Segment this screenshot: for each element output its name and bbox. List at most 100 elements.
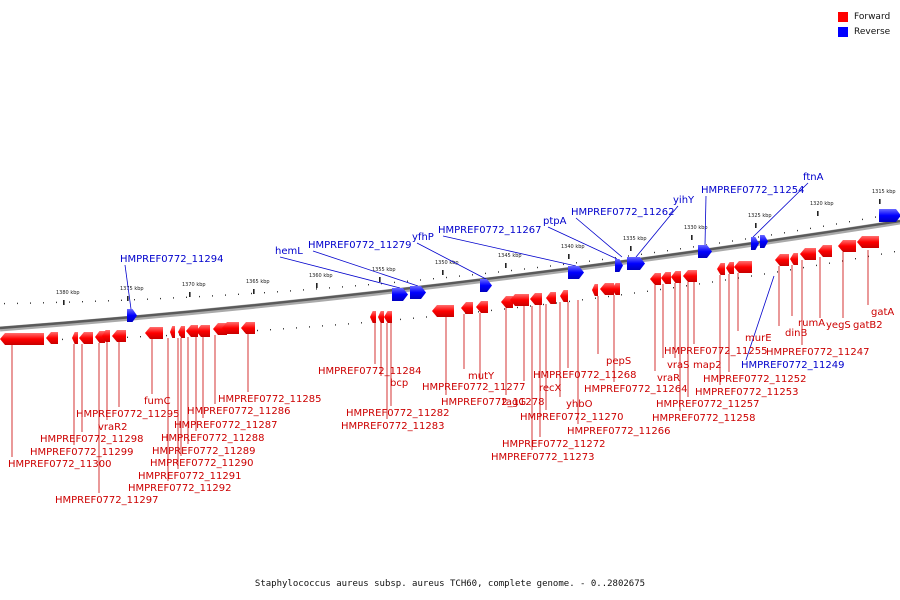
forward-gene-arrow: [0, 333, 44, 345]
gene-label-hmpref0772-11252: HMPREF0772_11252: [703, 374, 806, 385]
forward-gene-arrow: [818, 245, 832, 257]
tick-dot-lower: [348, 323, 349, 325]
tick-dot-lower: [543, 303, 544, 306]
gene-label-hmpref0772-11298: HMPREF0772_11298: [40, 434, 143, 445]
tick-dot-upper: [82, 301, 83, 303]
tick-dot-lower: [634, 292, 635, 294]
tick-dot-upper: [290, 290, 291, 292]
major-tick: [879, 199, 881, 204]
tick-dot-upper: [17, 302, 18, 305]
major-tick: [379, 277, 381, 282]
forward-gene-arrow: [170, 326, 175, 338]
tick-dot-upper: [758, 236, 759, 238]
gene-label-mure: murE: [745, 333, 772, 344]
major-tick: [568, 254, 570, 259]
tick-dot-upper: [394, 281, 395, 284]
tick-dot-lower: [751, 275, 752, 277]
forward-gene-arrow: [213, 323, 227, 335]
major-tick: [817, 211, 819, 216]
reverse-gene-arrow: [615, 259, 623, 272]
leader-line: [312, 250, 419, 287]
tick-dot-lower: [894, 251, 895, 253]
forward-gene-arrow: [384, 311, 392, 323]
gene-label-tagg: tagG: [502, 397, 526, 408]
reverse-swatch: [838, 26, 848, 37]
tick-dot-upper: [875, 216, 876, 218]
tick-dot-upper: [277, 291, 278, 293]
gene-label-hmpref0772-11257: HMPREF0772_11257: [656, 399, 759, 410]
tick-dot-lower: [855, 258, 856, 260]
major-tick: [505, 263, 507, 268]
tick-dot-lower: [777, 271, 778, 273]
gene-label-yihy: yihY: [673, 195, 695, 206]
tick-dot-upper: [537, 266, 538, 269]
gene-label-hmpref0772-11268: HMPREF0772_11268: [533, 370, 636, 381]
tick-dot-upper: [771, 234, 772, 236]
gene-label-hmpref0772-11270: HMPREF0772_11270: [520, 412, 623, 423]
gene-label-hmpref0772-11292: HMPREF0772_11292: [128, 483, 231, 494]
forward-gene-arrow: [838, 240, 856, 252]
tick-dot-lower: [361, 322, 362, 324]
tick-dot-lower: [803, 266, 804, 269]
gene-label-fumc: fumC: [144, 396, 171, 407]
forward-gene-arrow: [95, 331, 105, 343]
tick-dot-upper: [238, 293, 239, 295]
tick-dot-upper: [30, 302, 31, 304]
gene-label-muty: mutY: [468, 371, 495, 382]
gene-label-hmpref0772-11297: HMPREF0772_11297: [55, 495, 158, 506]
tick-dot-lower: [816, 264, 817, 267]
gene-label-hmpref0772-11300: HMPREF0772_11300: [8, 459, 111, 470]
tick-dot-upper: [446, 276, 447, 279]
tick-dot-lower: [517, 306, 518, 309]
forward-gene-arrow: [800, 248, 816, 260]
tick-dot-upper: [498, 271, 499, 273]
leader-line: [279, 256, 401, 289]
forward-gene-arrow: [102, 330, 110, 342]
gene-label-vras: vraS: [667, 360, 690, 371]
forward-gene-arrow: [145, 327, 163, 339]
tick-dot-upper: [368, 284, 369, 286]
forward-gene-arrow: [650, 273, 661, 285]
gene-label-hmpref0772-11273: HMPREF0772_11273: [491, 452, 594, 463]
forward-gene-arrow: [717, 263, 725, 275]
tick-dot-lower: [296, 327, 297, 329]
reverse-gene-arrow: [410, 286, 426, 299]
forward-gene-arrow: [186, 325, 198, 337]
gene-label-hmpref0772-11295: HMPREF0772_11295: [76, 409, 179, 420]
tick-dot-lower: [478, 311, 479, 313]
scale-labels: 1380 kbp 1375 kbp 1370 kbp 1365 kbp 1360 kbp…: [56, 189, 896, 305]
gene-label-hmpref0772-11264: HMPREF0772_11264: [584, 384, 687, 395]
gene-label-hmpref0772-11266: HMPREF0772_11266: [567, 426, 670, 437]
forward-gene-arrow: [612, 283, 620, 295]
tick-dot-lower: [868, 255, 869, 258]
tick-dot-lower: [738, 277, 739, 279]
tick-dot-upper: [680, 248, 681, 250]
forward-gene-arrow: [370, 311, 376, 323]
gene-label-heml: hemL: [275, 246, 303, 257]
tick-dot-lower: [712, 281, 713, 283]
tick-dot-lower: [166, 334, 167, 337]
forward-gene-arrow: [530, 293, 542, 305]
legend-reverse: Reverse: [838, 24, 890, 39]
reverse-gene-arrow: [760, 235, 768, 248]
leader-line: [635, 205, 679, 258]
tick-dot-upper: [108, 300, 109, 302]
tick-dot-upper: [823, 225, 824, 227]
tick-dot-upper: [329, 287, 330, 289]
tick-dot-upper: [576, 262, 577, 264]
tick-dot-upper: [550, 265, 551, 267]
forward-gene-arrow: [546, 292, 556, 304]
gene-label-dinb: dinB: [785, 328, 807, 339]
reverse-gene-arrow: [127, 309, 137, 322]
tick-dot-upper: [797, 229, 798, 232]
tick-dot-upper: [121, 299, 122, 301]
tick-dot-upper: [589, 260, 590, 262]
tick-dot-lower: [62, 338, 63, 341]
tick-dot-upper: [719, 242, 720, 244]
gene-label-hmpref0772-11249: HMPREF0772_11249: [741, 360, 844, 371]
leader-line: [547, 226, 618, 260]
tick-dot-upper: [862, 218, 863, 221]
tick-dot-lower: [426, 316, 427, 318]
scale-label: 1370 kbp: [182, 282, 206, 288]
gene-label-hmpref0772-11267: HMPREF0772_11267: [438, 225, 541, 236]
